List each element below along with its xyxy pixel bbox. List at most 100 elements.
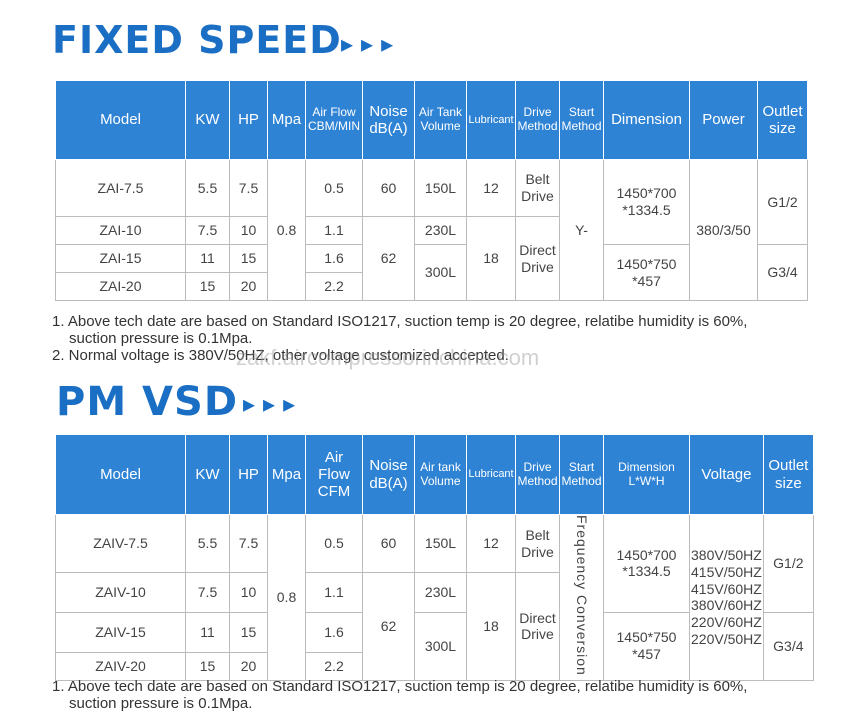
header-tank: Air Tank Volume bbox=[414, 80, 467, 160]
outlet-cell: G3/4 bbox=[762, 611, 814, 681]
header-start: Start Method bbox=[559, 434, 604, 515]
header-kw: KW bbox=[185, 80, 230, 160]
mpa-cell: 0.8 bbox=[267, 159, 306, 301]
header-dimension: Dimension L*W*H bbox=[603, 434, 690, 515]
flow-cell: 2.2 bbox=[305, 272, 363, 301]
lubricant-cell: 18 bbox=[466, 216, 516, 301]
outlet-cell: G1/2 bbox=[762, 514, 814, 613]
header-dimension: Dimension bbox=[603, 80, 690, 160]
header-drive: Drive Method bbox=[515, 80, 560, 160]
kw-cell: 15 bbox=[185, 651, 230, 681]
hp-cell: 7.5 bbox=[229, 159, 268, 217]
table-row: ZAI-7.5 5.5 7.5 0.8 0.5 60 150L 12 Belt … bbox=[55, 159, 808, 301]
kw-cell: 15 bbox=[185, 272, 230, 301]
drive-cell: Belt Drive bbox=[515, 514, 560, 573]
dimension-cell: 1450*700 *1334.5 bbox=[603, 159, 690, 245]
hp-cell: 10 bbox=[229, 572, 268, 613]
kw-cell: 5.5 bbox=[185, 514, 230, 573]
drive-cell: Direct Drive bbox=[515, 572, 560, 681]
voltage-option: 380V/60HZ bbox=[691, 597, 762, 614]
note-line: 2. Normal voltage is 380V/50HZ, other vo… bbox=[52, 347, 509, 364]
start-cell: Y- bbox=[559, 159, 604, 301]
watermark: zakf.aircompressorinchina.com bbox=[236, 345, 540, 370]
triple-arrow-icon: ▸▸▸ bbox=[341, 31, 402, 58]
kw-cell: 11 bbox=[185, 611, 230, 653]
fixed-speed-title: FIXED SPEED bbox=[52, 18, 342, 62]
model-cell: ZAI-20 bbox=[55, 272, 186, 301]
tank-cell: 300L bbox=[414, 244, 467, 301]
header-hp: HP bbox=[229, 80, 268, 160]
fixed-speed-table: Model KW HP Mpa Air Flow CBM/MIN Noise d… bbox=[55, 80, 808, 301]
voltage-option: 380V/50HZ bbox=[691, 546, 762, 563]
mpa-cell: 0.8 bbox=[267, 514, 306, 681]
header-power: Power bbox=[689, 80, 758, 160]
flow-cell: 1.6 bbox=[305, 244, 363, 273]
header-kw: KW bbox=[185, 434, 230, 515]
table-header-row: Model KW HP Mpa Air Flow CFM Noise dB(A)… bbox=[55, 434, 814, 515]
model-cell: ZAIV-20 bbox=[55, 651, 186, 681]
header-mpa: Mpa bbox=[267, 80, 306, 160]
hp-cell: 20 bbox=[229, 651, 268, 681]
header-model: Model bbox=[55, 434, 186, 515]
tank-cell: 150L bbox=[414, 159, 467, 217]
dimension-cell: 1450*700 *1334.5 bbox=[603, 514, 690, 613]
hp-cell: 10 bbox=[229, 216, 268, 245]
header-noise: Noise dB(A) bbox=[362, 434, 415, 515]
header-noise: Noise dB(A) bbox=[362, 80, 415, 160]
lubricant-cell: 12 bbox=[466, 159, 516, 217]
table-row: ZAIV-20 15 20 2.2 bbox=[55, 651, 814, 681]
voltage-option: 220V/50HZ bbox=[691, 630, 762, 647]
hp-cell: 15 bbox=[229, 611, 268, 653]
power-cell: 380/3/50 bbox=[689, 159, 758, 301]
header-lubricant: Lubricant bbox=[466, 80, 516, 160]
outlet-cell: G3/4 bbox=[757, 244, 808, 301]
hp-cell: 15 bbox=[229, 244, 268, 273]
noise-cell: 60 bbox=[362, 159, 415, 217]
header-drive: Drive Method bbox=[515, 434, 560, 515]
noise-cell: 62 bbox=[362, 216, 415, 301]
model-cell: ZAIV-7.5 bbox=[55, 514, 186, 573]
drive-cell: Direct Drive bbox=[515, 216, 560, 301]
note-line: suction pressure is 0.1Mpa. bbox=[69, 695, 253, 712]
note-line: 1. Above tech date are based on Standard… bbox=[52, 313, 748, 330]
header-mpa: Mpa bbox=[267, 434, 306, 515]
drive-cell: Belt Drive bbox=[515, 159, 560, 217]
kw-cell: 7.5 bbox=[185, 572, 230, 613]
pm-vsd-title: PM VSD bbox=[56, 379, 239, 425]
outlet-cell: G1/2 bbox=[757, 159, 808, 245]
header-outlet: Outlet size bbox=[757, 80, 808, 160]
model-cell: ZAI-7.5 bbox=[55, 159, 186, 217]
lubricant-cell: 12 bbox=[466, 514, 516, 573]
kw-cell: 7.5 bbox=[185, 216, 230, 245]
table-header-row: Model KW HP Mpa Air Flow CBM/MIN Noise d… bbox=[55, 80, 808, 160]
flow-cell: 2.2 bbox=[305, 651, 363, 681]
note-line: suction pressure is 0.1Mpa. bbox=[69, 330, 253, 347]
model-cell: ZAI-10 bbox=[55, 216, 186, 245]
header-start: Start Method bbox=[559, 80, 604, 160]
voltage-option: 415V/50HZ bbox=[691, 563, 762, 580]
start-method-text: Frequency Conversion bbox=[573, 515, 590, 676]
header-airflow: Air Flow CFM bbox=[305, 434, 363, 515]
notes-pm-vsd: 1. Above tech date are based on Standard… bbox=[52, 678, 747, 712]
header-model: Model bbox=[55, 80, 186, 160]
note-line: 1. Above tech date are based on Standard… bbox=[52, 678, 748, 695]
flow-cell: 1.1 bbox=[305, 572, 363, 613]
header-outlet: Outlet size bbox=[762, 434, 814, 515]
header-airflow: Air Flow CBM/MIN bbox=[305, 80, 363, 160]
voltage-option: 415V/60HZ bbox=[691, 580, 762, 597]
tank-cell: 150L bbox=[414, 514, 467, 573]
flow-cell: 0.5 bbox=[305, 514, 363, 573]
table-row: ZAIV-7.5 5.5 7.5 0.8 0.5 60 150L 12 Belt… bbox=[55, 514, 814, 681]
pm-vsd-table: Model KW HP Mpa Air Flow CFM Noise dB(A)… bbox=[55, 434, 814, 681]
flow-cell: 1.1 bbox=[305, 216, 363, 245]
noise-cell: 62 bbox=[362, 572, 415, 681]
dimension-cell: 1450*750 *457 bbox=[603, 611, 690, 681]
voltage-cell: 380V/50HZ 415V/50HZ 415V/60HZ 380V/60HZ … bbox=[689, 514, 764, 681]
dimension-cell: 1450*750 *457 bbox=[603, 244, 690, 301]
table-row: ZAI-10 7.5 10 1.1 62 230L 18 Direct Driv… bbox=[55, 216, 808, 301]
noise-cell: 60 bbox=[362, 514, 415, 573]
triple-arrow-icon: ▸▸▸ bbox=[243, 391, 304, 418]
flow-cell: 0.5 bbox=[305, 159, 363, 217]
header-voltage: Voltage bbox=[689, 434, 764, 515]
kw-cell: 5.5 bbox=[185, 159, 230, 217]
